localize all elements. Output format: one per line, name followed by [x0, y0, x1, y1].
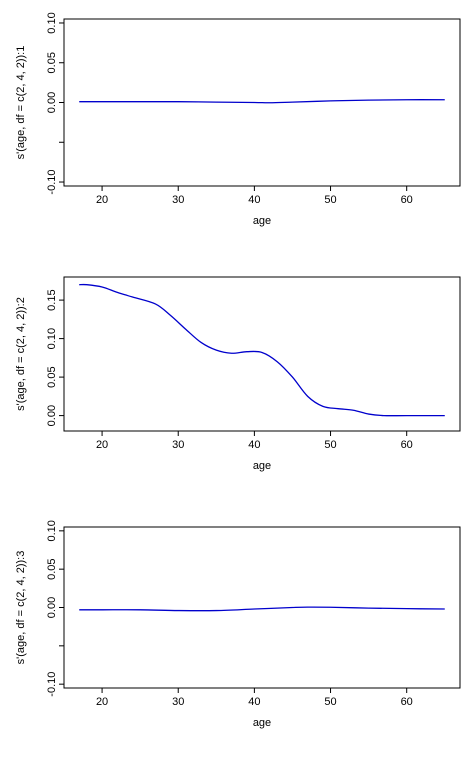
y-tick-label: 0.10	[46, 520, 58, 541]
series-line-1	[79, 99, 445, 104]
y-axis-label: s'(age, df = c(2, 4, 2)):3	[15, 551, 27, 665]
x-tick-label: 40	[248, 696, 260, 708]
x-tick-label: 20	[96, 439, 108, 451]
y-tick-label: 0.15	[46, 289, 58, 310]
x-tick-label: 30	[172, 439, 184, 451]
y-tick-label: 0.00	[46, 597, 58, 618]
y-tick-label: 0.10	[46, 328, 58, 349]
x-tick-label: 30	[172, 696, 184, 708]
chart-panel-2: 20 30 40 50 60 0.00 0.05 0.10 0.15 age s'(age, df …	[15, 276, 461, 472]
y-tick-label: 0.05	[46, 366, 58, 387]
series-line-1	[79, 283, 445, 417]
plot-frame	[63, 276, 461, 432]
x-axis-label: age	[253, 215, 271, 227]
x-tick-label: 60	[401, 439, 413, 451]
x-axis-label: age	[253, 717, 271, 729]
x-axis-label: age	[253, 460, 271, 472]
plot-frame	[63, 526, 461, 689]
x-tick-label: 60	[401, 696, 413, 708]
x-tick-label: 20	[96, 696, 108, 708]
x-tick-label: 40	[248, 439, 260, 451]
x-tick-label: 60	[401, 194, 413, 206]
chart-panel-3: 20 30 40 50 60 -0.10 0.00 0.05 0.10 age s'(age, df…	[15, 520, 461, 729]
x-tick-label: 50	[324, 194, 336, 206]
y-tick-label: 0.00	[46, 92, 58, 113]
y-tick-label: 0.05	[46, 52, 58, 73]
x-tick-label: 50	[324, 439, 336, 451]
series-line-1	[79, 606, 445, 612]
y-axis-label: s'(age, df = c(2, 4, 2)):2	[15, 297, 27, 411]
chart-panel-1: 20 30 40 50 60 -0.10 0.00 0.05 0.10 age s'(age, df…	[15, 12, 461, 227]
y-tick-label: 0.10	[46, 12, 58, 33]
y-tick-label: -0.10	[46, 672, 58, 697]
x-tick-label: 30	[172, 194, 184, 206]
y-axis-label: s'(age, df = c(2, 4, 2)):1	[15, 46, 27, 160]
x-tick-label: 20	[96, 194, 108, 206]
y-tick-label: -0.10	[46, 169, 58, 194]
y-tick-label: 0.00	[46, 405, 58, 426]
x-tick-label: 50	[324, 696, 336, 708]
x-tick-label: 40	[248, 194, 260, 206]
y-tick-label: 0.05	[46, 558, 58, 579]
